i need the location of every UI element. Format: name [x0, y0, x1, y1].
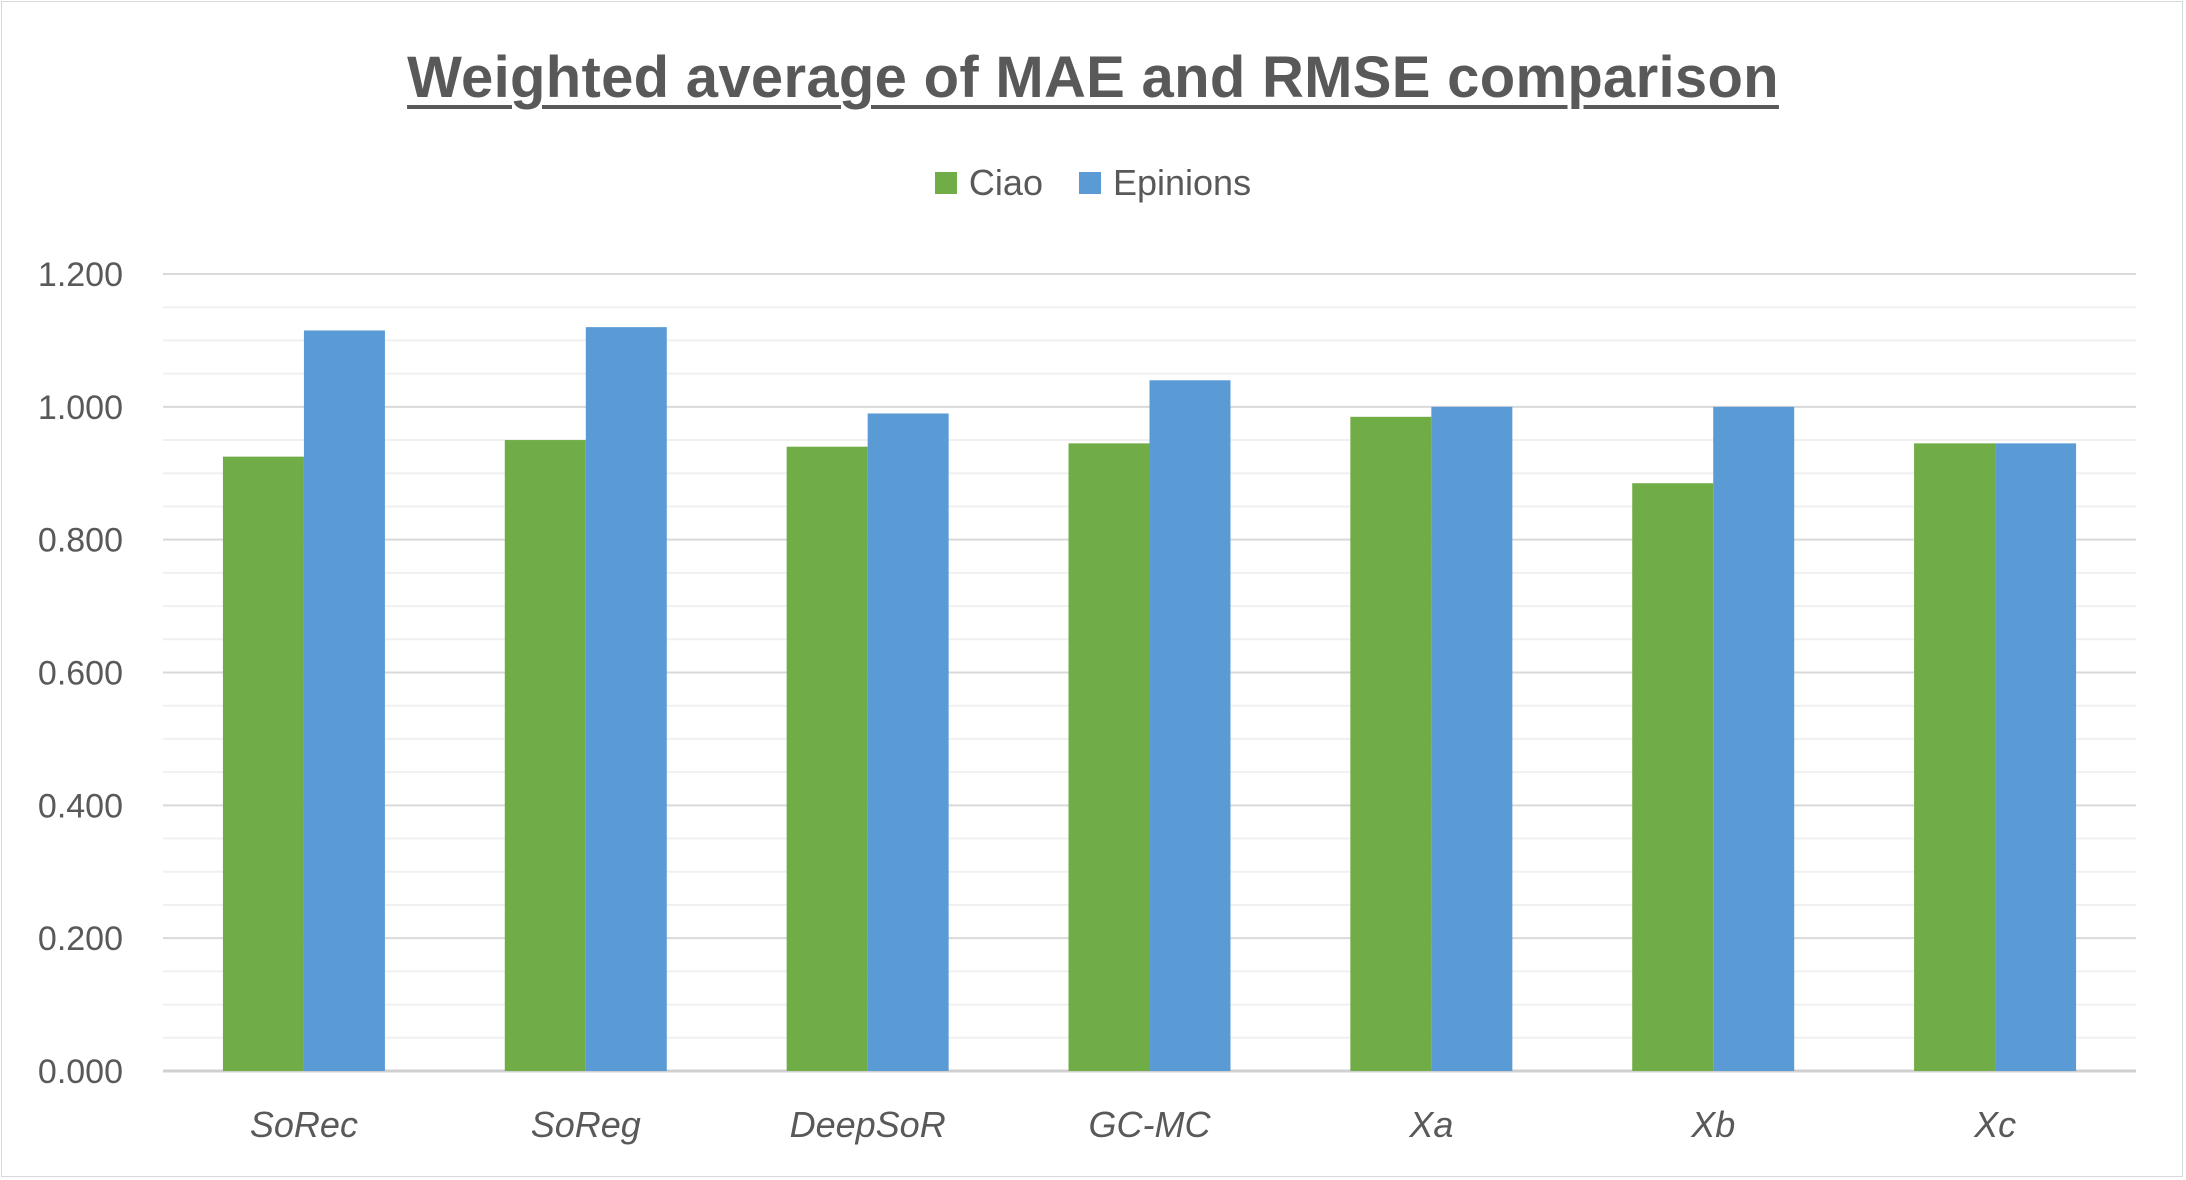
bar-epinions-xc: [1995, 443, 2077, 1071]
chart-legend: Ciao Epinions: [0, 162, 2186, 204]
y-tick-label: 0.800: [38, 522, 123, 560]
bar-epinions-deepsor: [867, 413, 949, 1072]
bar-ciao-xc: [1914, 443, 1996, 1071]
bar-epinions-soreg: [585, 327, 667, 1072]
y-tick-label: 0.600: [38, 655, 123, 693]
bar-ciao-gc-mc: [1068, 443, 1150, 1071]
legend-label-epinions: Epinions: [1112, 162, 1252, 203]
bar-epinions-gc-mc: [1149, 380, 1231, 1071]
bar-ciao-deepsor: [786, 446, 868, 1071]
y-tick-label: 0.200: [38, 920, 123, 958]
x-category-label: Xb: [1690, 1104, 1735, 1145]
y-tick-label: 0.000: [38, 1053, 123, 1091]
x-category-label: SoReg: [531, 1104, 641, 1145]
y-tick-label: 1.200: [38, 256, 123, 294]
x-category-label: Xc: [1973, 1104, 2016, 1145]
x-category-label: DeepSoR: [790, 1104, 946, 1145]
legend-swatch-epinions: [1078, 172, 1101, 194]
legend-item-epinions: Epinions: [1078, 162, 1252, 204]
bar-ciao-soreg: [504, 440, 586, 1072]
legend-item-ciao: Ciao: [934, 162, 1043, 204]
bar-epinions-sorec: [303, 330, 385, 1071]
y-tick-label: 0.400: [38, 787, 123, 825]
legend-swatch-ciao: [934, 172, 957, 194]
legend-label-ciao: Ciao: [968, 162, 1043, 203]
bar-epinions-xb: [1713, 406, 1795, 1071]
x-category-label: GC-MC: [1089, 1104, 1212, 1145]
bar-ciao-xb: [1632, 483, 1714, 1071]
bar-epinions-xa: [1431, 406, 1513, 1071]
x-category-label: SoRec: [250, 1104, 358, 1145]
chart-title: Weighted average of MAE and RMSE compari…: [407, 45, 1779, 110]
bar-ciao-xa: [1350, 416, 1432, 1071]
y-tick-label: 1.000: [38, 389, 123, 427]
x-category-label: Xa: [1408, 1104, 1453, 1145]
bar-ciao-sorec: [222, 456, 304, 1071]
